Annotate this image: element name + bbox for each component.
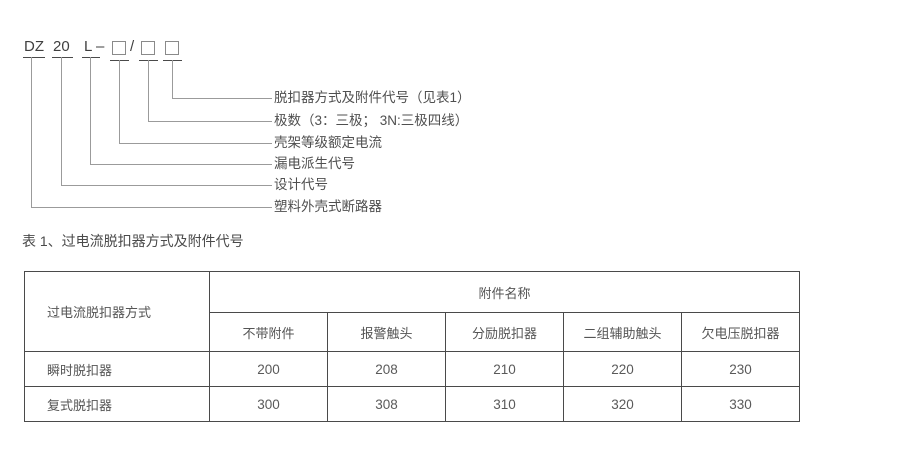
- leader-label-2: 极数（3：三极； 3N:三极四线）: [274, 113, 469, 128]
- leader-label-1: 脱扣器方式及附件代号（见表1）: [274, 90, 471, 105]
- cell-r0-c4: 230: [681, 351, 800, 387]
- leader-label-5: 设计代号: [274, 177, 328, 192]
- header-shunt-release: 分励脱扣器: [445, 312, 564, 352]
- cell-r0-c3: 220: [563, 351, 682, 387]
- row-label-instantaneous-release: 瞬时脱扣器: [24, 351, 210, 387]
- cell-r1-c3: 320: [563, 386, 682, 422]
- leader-label-3: 壳架等级额定电流: [274, 135, 382, 150]
- cell-r1-c1: 308: [327, 386, 446, 422]
- leader-label-4: 漏电派生代号: [274, 156, 355, 171]
- leader-v-6: [31, 57, 32, 207]
- code-token-dash: –: [96, 38, 105, 55]
- cell-r1-c4: 330: [681, 386, 800, 422]
- leader-v-5: [61, 57, 62, 185]
- code-token-l: L: [84, 38, 93, 55]
- code-token-20: 20: [53, 38, 70, 55]
- code-box-2: [141, 41, 155, 55]
- cell-r0-c2: 210: [445, 351, 564, 387]
- header-two-auxiliary-contacts: 二组辅助触头: [563, 312, 682, 352]
- cell-r0-c0: 200: [209, 351, 328, 387]
- leader-h-3: [119, 143, 272, 144]
- cell-r1-c0: 300: [209, 386, 328, 422]
- cell-r0-c1: 208: [327, 351, 446, 387]
- leader-v-4: [90, 57, 91, 164]
- leader-h-1: [172, 98, 272, 99]
- code-token-dz: DZ: [24, 38, 44, 55]
- table-row: 复式脱扣器 300 308 310 320 330: [24, 386, 800, 422]
- leader-v-1: [172, 60, 173, 98]
- leader-v-3: [119, 60, 120, 143]
- accessory-code-table: 过电流脱扣器方式 附件名称 不带附件 报警触头 分励脱扣器 二组辅助触头 欠电压…: [24, 271, 800, 422]
- code-box-3: [165, 41, 179, 55]
- table-header-row-group: 过电流脱扣器方式 附件名称: [24, 271, 800, 352]
- header-alarm-contact: 报警触头: [327, 312, 446, 352]
- header-undervoltage-release: 欠电压脱扣器: [681, 312, 800, 352]
- header-accessory-name: 附件名称: [209, 271, 800, 313]
- leader-label-6: 塑料外壳式断路器: [274, 199, 382, 214]
- cell-r1-c2: 310: [445, 386, 564, 422]
- cap-2: [52, 57, 73, 58]
- header-overcurrent-release-mode: 过电流脱扣器方式: [24, 271, 210, 352]
- code-token-slash: /: [130, 38, 135, 55]
- leader-h-4: [90, 164, 272, 165]
- row-label-composite-release: 复式脱扣器: [24, 386, 210, 422]
- cap-1: [23, 57, 45, 58]
- leader-h-5: [61, 185, 272, 186]
- leader-h-6: [31, 207, 272, 208]
- header-no-accessory: 不带附件: [209, 312, 328, 352]
- code-box-1: [112, 41, 126, 55]
- leader-h-2: [148, 121, 272, 122]
- table-caption: 表 1、过电流脱扣器方式及附件代号: [22, 233, 244, 249]
- cap-3: [82, 57, 100, 58]
- table-row: 瞬时脱扣器 200 208 210 220 230: [24, 351, 800, 387]
- leader-v-2: [148, 60, 149, 121]
- model-designation-diagram: DZ 20 L – / 脱扣器方式及附件代号（见表1） 极数（3：三极； 3N:…: [0, 0, 900, 225]
